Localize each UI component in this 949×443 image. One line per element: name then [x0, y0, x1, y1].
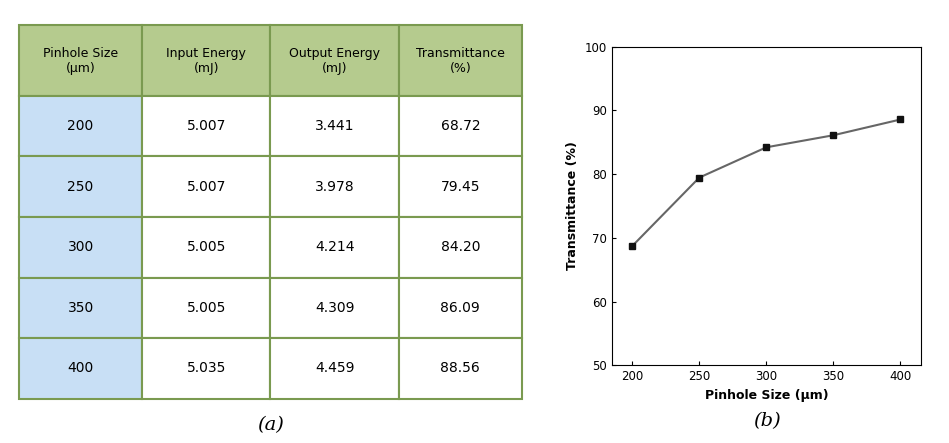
Text: 4.214: 4.214 — [315, 240, 354, 254]
Bar — [142, 217, 270, 278]
Text: 3.978: 3.978 — [315, 180, 354, 194]
Bar — [399, 338, 522, 399]
Bar — [142, 156, 270, 217]
Text: 5.005: 5.005 — [187, 240, 226, 254]
Bar — [142, 96, 270, 156]
Text: 5.035: 5.035 — [187, 361, 226, 375]
Bar — [19, 338, 142, 399]
Bar — [270, 156, 399, 217]
Y-axis label: Transmittance (%): Transmittance (%) — [567, 142, 580, 270]
Text: 5.005: 5.005 — [187, 301, 226, 315]
Bar — [19, 278, 142, 338]
Text: 200: 200 — [67, 119, 94, 133]
Bar — [399, 278, 522, 338]
Bar — [399, 217, 522, 278]
Bar — [19, 25, 142, 96]
Text: 3.441: 3.441 — [315, 119, 354, 133]
Text: Pinhole Size
(μm): Pinhole Size (μm) — [43, 47, 119, 74]
Bar — [399, 156, 522, 217]
Bar — [142, 25, 270, 96]
X-axis label: Pinhole Size (μm): Pinhole Size (μm) — [704, 389, 828, 402]
Text: 400: 400 — [67, 361, 94, 375]
Text: 79.45: 79.45 — [440, 180, 480, 194]
Text: 84.20: 84.20 — [440, 240, 480, 254]
Text: 4.459: 4.459 — [315, 361, 354, 375]
Text: 4.309: 4.309 — [315, 301, 354, 315]
Text: 250: 250 — [67, 180, 94, 194]
Bar — [142, 338, 270, 399]
Text: (a): (a) — [257, 416, 284, 435]
Bar — [270, 25, 399, 96]
Text: (b): (b) — [753, 412, 781, 430]
Text: 350: 350 — [67, 301, 94, 315]
Text: 300: 300 — [67, 240, 94, 254]
Text: Output Energy
(mJ): Output Energy (mJ) — [289, 47, 381, 74]
Text: Input Energy
(mJ): Input Energy (mJ) — [166, 47, 247, 74]
Text: 86.09: 86.09 — [440, 301, 480, 315]
Text: 5.007: 5.007 — [187, 180, 226, 194]
Bar — [19, 156, 142, 217]
Text: 68.72: 68.72 — [440, 119, 480, 133]
Bar — [270, 278, 399, 338]
Bar — [399, 96, 522, 156]
Text: 5.007: 5.007 — [187, 119, 226, 133]
Bar — [142, 278, 270, 338]
Text: Transmittance
(%): Transmittance (%) — [416, 47, 505, 74]
Bar — [19, 96, 142, 156]
Bar — [399, 25, 522, 96]
Bar — [19, 217, 142, 278]
Text: 88.56: 88.56 — [440, 361, 480, 375]
Bar — [270, 338, 399, 399]
Bar — [270, 96, 399, 156]
Bar — [270, 217, 399, 278]
